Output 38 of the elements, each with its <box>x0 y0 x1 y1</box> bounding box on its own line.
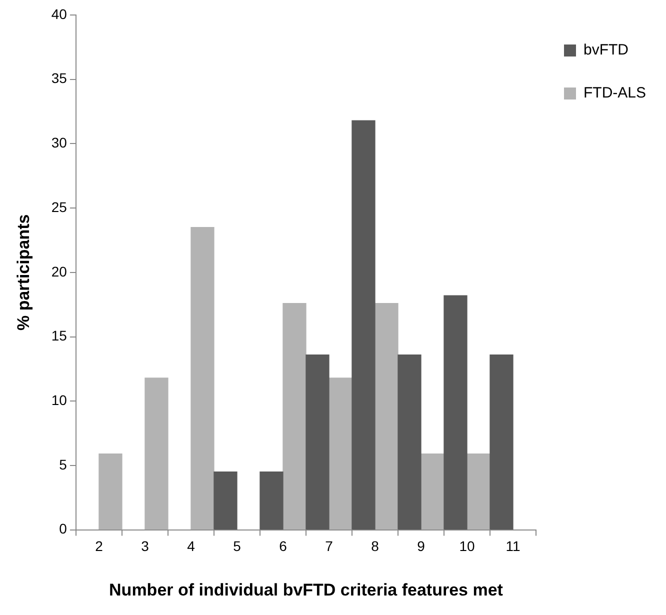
legend-label: bvFTD <box>583 42 629 59</box>
x-tick-label: 4 <box>187 538 196 554</box>
x-tick-label: 3 <box>141 538 150 554</box>
bar <box>352 120 376 530</box>
y-tick-label: 30 <box>51 134 68 151</box>
bar <box>398 354 422 530</box>
y-tick-label: 10 <box>51 392 68 408</box>
bar <box>444 295 468 530</box>
x-tick-label: 11 <box>506 538 520 554</box>
y-tick-label: 0 <box>59 520 68 537</box>
y-tick-label: 35 <box>51 70 68 86</box>
y-tick-label: 5 <box>59 456 68 472</box>
y-axis-title: % participants <box>14 214 33 330</box>
legend-label: FTD-ALS <box>583 84 646 102</box>
bar <box>328 378 352 530</box>
bar <box>490 354 514 530</box>
bar <box>466 454 490 530</box>
bar <box>282 302 306 530</box>
bar <box>420 454 444 530</box>
x-tick-label: 5 <box>233 538 242 554</box>
y-tick-label: 20 <box>51 263 68 280</box>
bar <box>214 472 238 530</box>
x-tick-label: 9 <box>417 538 426 554</box>
x-tick-label: 7 <box>325 538 334 554</box>
y-tick-label: 25 <box>51 198 68 215</box>
x-tick-label: 2 <box>95 538 104 554</box>
bar <box>190 227 214 530</box>
bar <box>306 354 330 530</box>
x-axis-title: Number of individual bvFTD criteria features met <box>109 580 504 600</box>
x-tick-label: 10 <box>459 538 475 554</box>
y-tick-label: 40 <box>51 6 68 22</box>
x-tick-label: 6 <box>279 538 288 554</box>
x-tick-label: 8 <box>371 538 380 554</box>
bar <box>98 454 122 530</box>
bar <box>374 302 398 530</box>
bar <box>144 378 168 530</box>
y-tick-label: 15 <box>51 328 68 344</box>
bar <box>260 472 284 530</box>
